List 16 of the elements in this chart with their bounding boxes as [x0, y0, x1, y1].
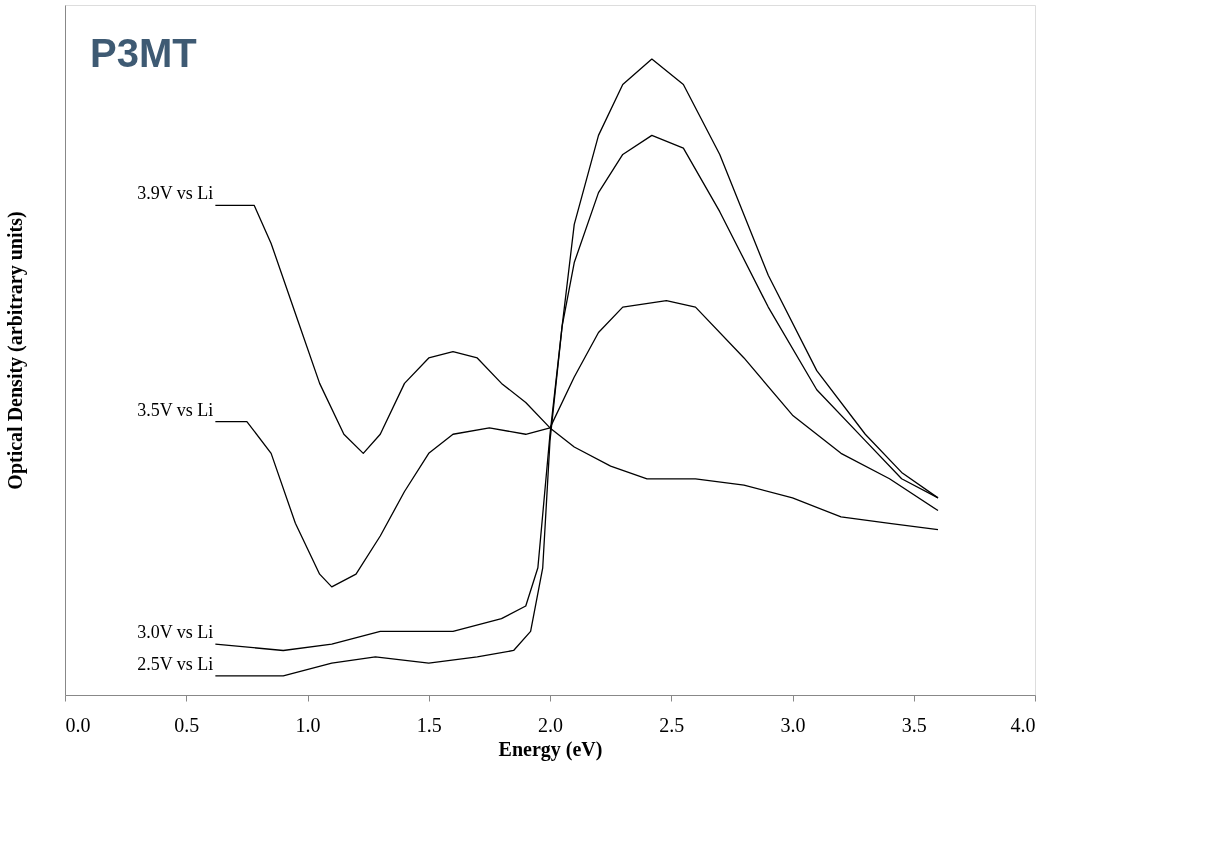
x-tick-label: 3.0	[780, 713, 806, 736]
series-label: 3.0V vs Li	[137, 622, 214, 643]
x-tick-label: 1.5	[416, 713, 442, 736]
x-tick-label: 0.5	[174, 713, 200, 736]
chart-title: P3MT	[90, 31, 197, 75]
x-axis-title: Energy (eV)	[498, 737, 603, 761]
x-tick-label: 3.5	[901, 713, 927, 736]
x-tick-label: 4.0	[1010, 713, 1036, 736]
series-label: 3.5V vs Li	[137, 399, 214, 420]
x-tick-label: 2.5	[659, 713, 685, 736]
y-axis-title: Optical Density (arbitrary units)	[3, 211, 27, 490]
series-label: 3.9V vs Li	[137, 183, 214, 204]
x-tick-label: 0.0	[65, 713, 91, 736]
x-tick-label: 1.0	[295, 713, 321, 736]
series-label: 2.5V vs Li	[137, 653, 214, 674]
x-tick-label: 2.0	[538, 713, 563, 736]
